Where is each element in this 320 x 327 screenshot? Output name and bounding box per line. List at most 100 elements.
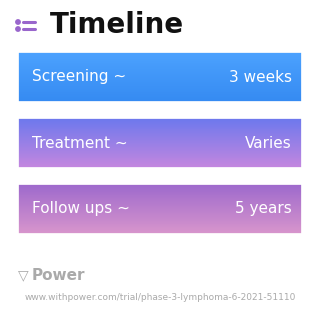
Bar bbox=[14, 185, 306, 186]
Bar bbox=[14, 136, 306, 138]
Bar bbox=[14, 186, 306, 187]
Bar bbox=[14, 211, 306, 213]
Bar bbox=[14, 123, 306, 124]
Bar bbox=[14, 86, 306, 87]
Bar bbox=[14, 76, 306, 77]
Bar bbox=[14, 61, 306, 63]
Bar bbox=[14, 54, 306, 55]
Bar bbox=[14, 167, 306, 169]
Bar bbox=[14, 69, 306, 71]
Bar bbox=[14, 102, 306, 104]
Bar bbox=[14, 87, 306, 88]
Text: Timeline: Timeline bbox=[50, 11, 184, 39]
Bar bbox=[14, 214, 306, 215]
Bar bbox=[14, 163, 306, 165]
Bar bbox=[14, 68, 306, 70]
Bar bbox=[14, 210, 306, 212]
Bar bbox=[14, 70, 306, 72]
Bar bbox=[14, 137, 306, 139]
Text: 5 years: 5 years bbox=[235, 201, 292, 216]
Bar bbox=[14, 161, 306, 162]
Bar bbox=[14, 151, 306, 152]
Bar bbox=[14, 83, 306, 84]
Bar bbox=[14, 149, 306, 150]
Bar bbox=[14, 155, 306, 156]
Bar bbox=[14, 209, 306, 211]
Bar bbox=[14, 164, 306, 166]
Bar bbox=[14, 100, 306, 102]
Bar bbox=[14, 105, 306, 107]
Bar bbox=[14, 118, 306, 119]
Bar bbox=[14, 147, 306, 148]
Bar bbox=[14, 221, 306, 222]
Bar bbox=[14, 160, 306, 161]
Bar bbox=[14, 222, 306, 223]
Bar bbox=[14, 197, 306, 198]
Bar bbox=[14, 194, 306, 195]
Bar bbox=[14, 228, 306, 230]
Bar bbox=[14, 201, 306, 203]
Bar bbox=[14, 184, 306, 185]
Bar bbox=[14, 101, 306, 103]
Bar bbox=[14, 226, 306, 228]
Bar bbox=[14, 67, 306, 69]
Bar bbox=[14, 75, 306, 77]
Bar bbox=[14, 129, 306, 130]
Bar bbox=[14, 64, 306, 66]
Bar bbox=[14, 220, 306, 221]
Bar bbox=[14, 182, 306, 183]
Bar bbox=[14, 66, 306, 68]
Bar bbox=[14, 52, 306, 53]
Bar bbox=[14, 203, 306, 205]
Bar bbox=[14, 58, 306, 59]
Bar bbox=[14, 170, 306, 172]
Bar bbox=[14, 168, 306, 170]
Bar bbox=[14, 65, 306, 67]
Bar bbox=[14, 161, 306, 163]
Bar bbox=[14, 227, 306, 229]
Bar bbox=[14, 146, 306, 147]
Bar bbox=[14, 80, 306, 81]
Bar bbox=[14, 133, 306, 135]
Bar bbox=[14, 98, 306, 100]
Bar bbox=[14, 104, 306, 106]
Bar bbox=[14, 200, 306, 202]
Bar bbox=[14, 130, 306, 132]
Bar bbox=[14, 124, 306, 125]
Text: Screening ~: Screening ~ bbox=[32, 70, 126, 84]
Bar bbox=[14, 237, 306, 238]
Text: www.withpower.com/trial/phase-3-lymphoma-6-2021-51110: www.withpower.com/trial/phase-3-lymphoma… bbox=[24, 292, 296, 301]
Bar bbox=[14, 141, 306, 143]
Bar bbox=[14, 48, 306, 49]
Bar bbox=[14, 89, 306, 90]
Bar bbox=[14, 206, 306, 208]
Bar bbox=[14, 119, 306, 120]
Bar bbox=[14, 202, 306, 204]
Text: Varies: Varies bbox=[245, 135, 292, 150]
Text: Follow ups ~: Follow ups ~ bbox=[32, 201, 130, 216]
Bar bbox=[14, 73, 306, 75]
Bar bbox=[14, 216, 306, 217]
Bar bbox=[14, 115, 306, 116]
Bar bbox=[14, 50, 306, 51]
Bar bbox=[14, 132, 306, 134]
Bar bbox=[14, 144, 306, 146]
Bar bbox=[14, 57, 306, 58]
Bar bbox=[14, 145, 306, 146]
Bar bbox=[14, 120, 306, 121]
Bar bbox=[14, 217, 306, 218]
Bar bbox=[14, 94, 306, 95]
Bar bbox=[14, 212, 306, 213]
Text: Power: Power bbox=[32, 267, 85, 283]
Bar bbox=[14, 187, 306, 188]
Bar bbox=[14, 150, 306, 151]
Bar bbox=[14, 183, 306, 184]
Bar bbox=[14, 166, 306, 168]
Bar bbox=[14, 125, 306, 126]
Bar bbox=[14, 219, 306, 220]
Bar bbox=[14, 129, 306, 131]
Bar bbox=[14, 148, 306, 149]
Bar bbox=[14, 223, 306, 225]
Bar bbox=[14, 181, 306, 182]
Bar bbox=[14, 218, 306, 219]
